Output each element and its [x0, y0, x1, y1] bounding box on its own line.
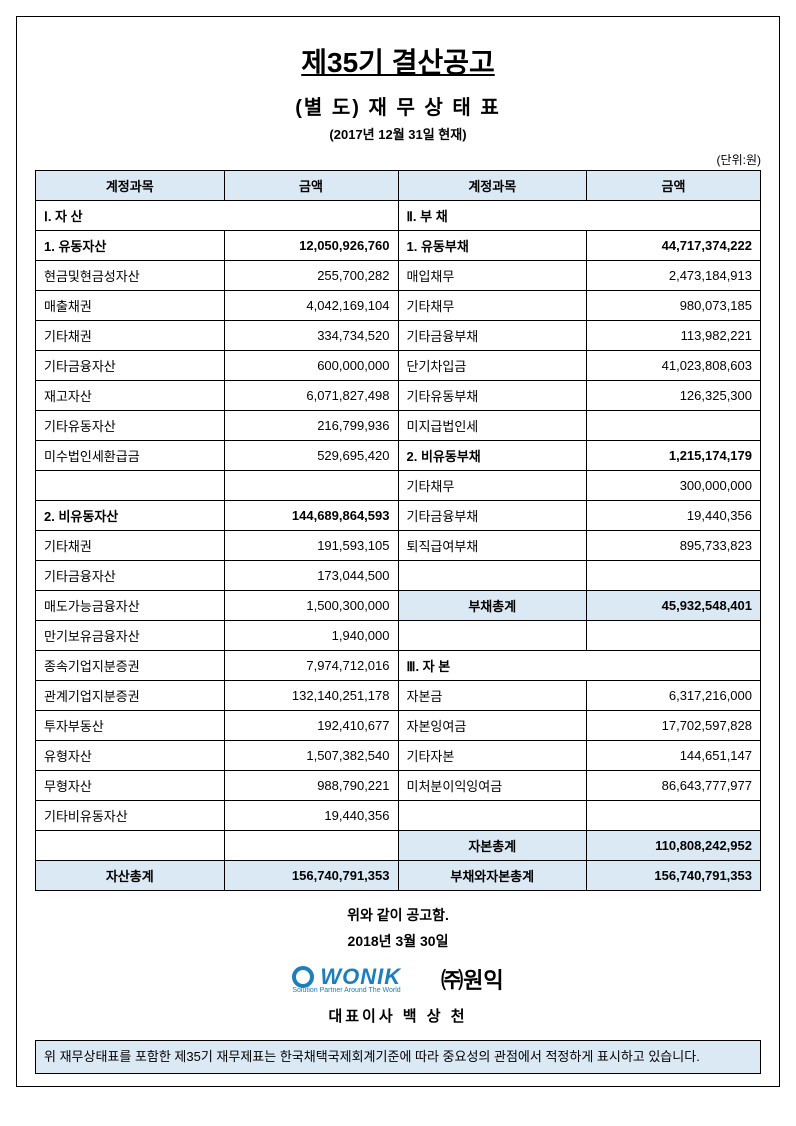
- liab-total-label: 부채총계: [398, 591, 587, 621]
- table-row: 미수법인세환급금 529,695,420 2. 비유동부채 1,215,174,…: [36, 441, 761, 471]
- company-name: ㈜원익: [441, 963, 503, 995]
- liab-noncurrent-label: 2. 비유동부채: [398, 441, 587, 471]
- table-row: 1. 유동자산 12,050,926,760 1. 유동부채 44,717,37…: [36, 231, 761, 261]
- assets-current-amt: 12,050,926,760: [224, 231, 398, 261]
- table-row: 기타금융자산 173,044,500: [36, 561, 761, 591]
- liab-current-amt: 44,717,374,222: [587, 231, 761, 261]
- col-account-left: 계정과목: [36, 171, 225, 201]
- footer-date: 2018년 3월 30일: [35, 931, 761, 951]
- grand-total-amt: 156,740,791,353: [587, 861, 761, 891]
- table-row: 관계기업지분증권 132,140,251,178 자본금 6,317,216,0…: [36, 681, 761, 711]
- wonik-logo: WONIK Solution Partner Around The World: [292, 964, 401, 994]
- grand-total-label: 부채와자본총계: [398, 861, 587, 891]
- table-row: 자본총계 110,808,242,952: [36, 831, 761, 861]
- table-row: 기타채권 334,734,520 기타금융부채 113,982,221: [36, 321, 761, 351]
- page-frame: 제35기 결산공고 (별 도) 재 무 상 태 표 (2017년 12월 31일…: [16, 16, 780, 1087]
- wonik-tagline: Solution Partner Around The World: [292, 987, 401, 994]
- as-of-date: (2017년 12월 31일 현재): [35, 124, 761, 143]
- table-row: 기타금융자산 600,000,000 단기차입금 41,023,808,603: [36, 351, 761, 381]
- section-assets: Ⅰ. 자 산: [36, 201, 225, 231]
- main-title: 제35기 결산공고: [35, 41, 761, 81]
- wonik-ring-icon: [292, 966, 314, 988]
- liab-current-label: 1. 유동부채: [398, 231, 587, 261]
- table-row: Ⅰ. 자 산 Ⅱ. 부 채: [36, 201, 761, 231]
- col-amount-right: 금액: [587, 171, 761, 201]
- table-row: 투자부동산 192,410,677 자본잉여금 17,702,597,828: [36, 711, 761, 741]
- assets-total-label: 자산총계: [36, 861, 225, 891]
- equity-total-amt: 110,808,242,952: [587, 831, 761, 861]
- table-row: 무형자산 988,790,221 미처분이익잉여금 86,643,777,977: [36, 771, 761, 801]
- assets-total-amt: 156,740,791,353: [224, 861, 398, 891]
- table-row: 기타유동자산 216,799,936 미지급법인세: [36, 411, 761, 441]
- balance-sheet-table: 계정과목 금액 계정과목 금액 Ⅰ. 자 산 Ⅱ. 부 채 1. 유동자산 12…: [35, 170, 761, 891]
- table-row: 재고자산 6,071,827,498 기타유동부채 126,325,300: [36, 381, 761, 411]
- assets-noncurrent-amt: 144,689,864,593: [224, 501, 398, 531]
- table-row: 매출채권 4,042,169,104 기타채무 980,073,185: [36, 291, 761, 321]
- table-row: 매도가능금융자산 1,500,300,000 부채총계 45,932,548,4…: [36, 591, 761, 621]
- unit-label: (단위:원): [35, 151, 761, 168]
- assets-current-label: 1. 유동자산: [36, 231, 225, 261]
- subtitle: (별 도) 재 무 상 태 표: [35, 91, 761, 120]
- table-row: 기타채무 300,000,000: [36, 471, 761, 501]
- col-account-right: 계정과목: [398, 171, 587, 201]
- table-row: 2. 비유동자산 144,689,864,593 기타금융부채 19,440,3…: [36, 501, 761, 531]
- table-row: 현금및현금성자산 255,700,282 매입채무 2,473,184,913: [36, 261, 761, 291]
- liab-noncurrent-amt: 1,215,174,179: [587, 441, 761, 471]
- equity-total-label: 자본총계: [398, 831, 587, 861]
- ceo-line: 대표이사 백 상 천: [35, 1005, 761, 1026]
- table-row: 유형자산 1,507,382,540 기타자본 144,651,147: [36, 741, 761, 771]
- table-header-row: 계정과목 금액 계정과목 금액: [36, 171, 761, 201]
- table-row: 기타채권 191,593,105 퇴직급여부채 895,733,823: [36, 531, 761, 561]
- col-amount-left: 금액: [224, 171, 398, 201]
- table-row: 만기보유금융자산 1,940,000: [36, 621, 761, 651]
- table-row: 기타비유동자산 19,440,356: [36, 801, 761, 831]
- table-row: 자산총계 156,740,791,353 부채와자본총계 156,740,791…: [36, 861, 761, 891]
- footer-notice: 위와 같이 공고함.: [35, 905, 761, 925]
- liab-total-amt: 45,932,548,401: [587, 591, 761, 621]
- section-liab: Ⅱ. 부 채: [398, 201, 587, 231]
- logo-row: WONIK Solution Partner Around The World …: [35, 963, 761, 995]
- footnote-box: 위 재무상태표를 포함한 제35기 재무제표는 한국채택국제회계기준에 따라 중…: [35, 1040, 761, 1074]
- assets-noncurrent-label: 2. 비유동자산: [36, 501, 225, 531]
- table-row: 종속기업지분증권 7,974,712,016 Ⅲ. 자 본: [36, 651, 761, 681]
- section-equity: Ⅲ. 자 본: [398, 651, 587, 681]
